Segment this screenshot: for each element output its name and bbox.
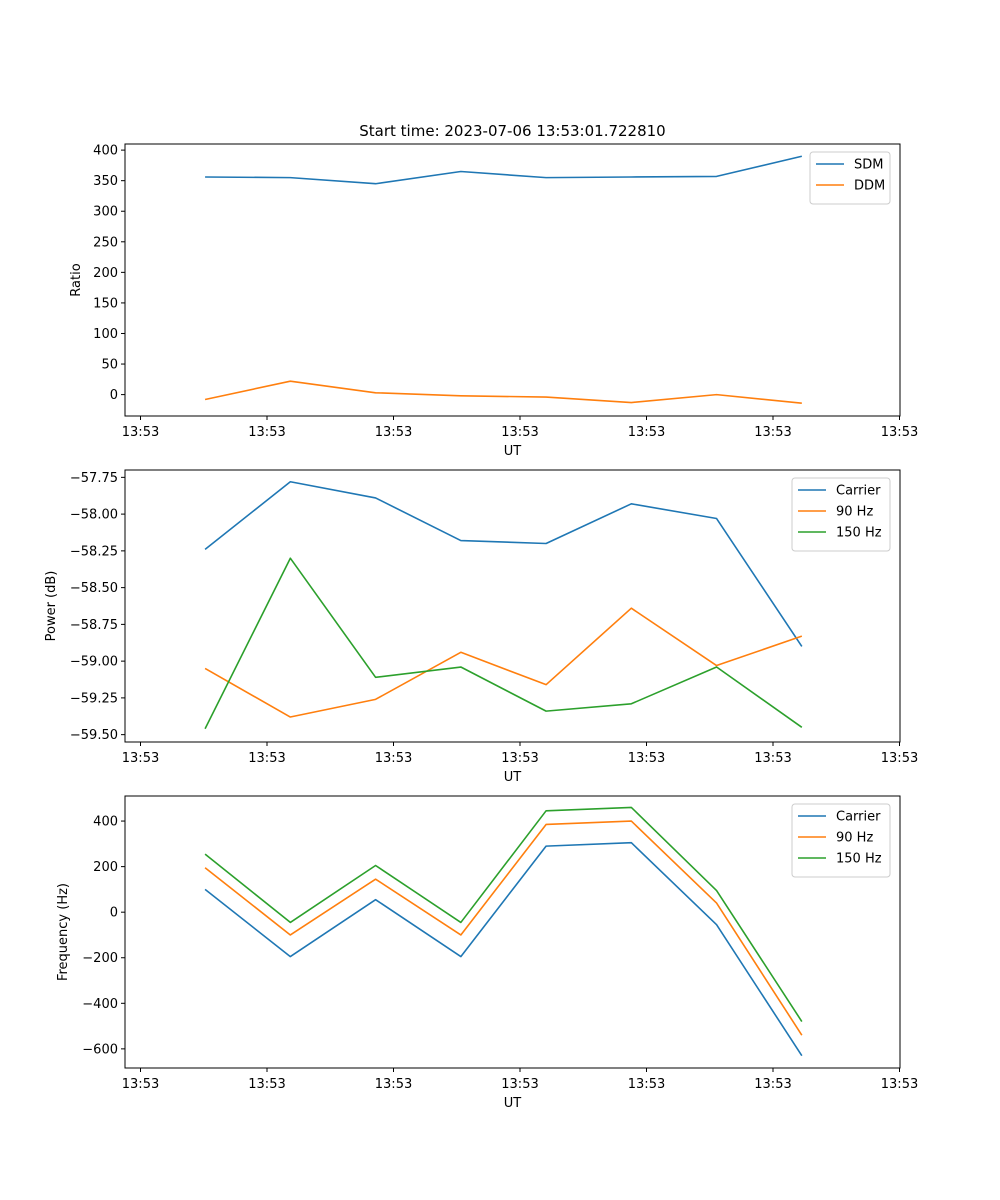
axes-frame bbox=[124, 795, 901, 1069]
x-tick-label: 13:53 bbox=[122, 1077, 159, 1092]
x-tick-label: 13:53 bbox=[881, 751, 918, 766]
x-tick-label: 13:53 bbox=[881, 1077, 918, 1092]
y-tick-label: 200 bbox=[93, 860, 118, 875]
y-tick-label: 50 bbox=[101, 358, 118, 373]
series-line-90-hz bbox=[204, 820, 803, 1036]
legend-label: Carrier bbox=[836, 810, 881, 825]
x-tick-label: 13:53 bbox=[248, 1077, 285, 1092]
x-tick-label: 13:53 bbox=[248, 751, 285, 766]
y-tick-label: −57.75 bbox=[70, 471, 118, 486]
x-tick-label: 13:53 bbox=[628, 1077, 665, 1092]
legend-box bbox=[809, 151, 891, 205]
y-tick-label: −600 bbox=[82, 1042, 118, 1057]
series-line-150-hz bbox=[204, 557, 803, 730]
y-tick-label: 350 bbox=[93, 174, 118, 189]
y-tick-label: 100 bbox=[93, 327, 118, 342]
y-tick-label: 200 bbox=[93, 266, 118, 281]
x-tick-label: 13:53 bbox=[375, 751, 412, 766]
series-line-150-hz bbox=[204, 806, 803, 1022]
x-tick-label: 13:53 bbox=[881, 425, 918, 440]
y-tick-label: −58.75 bbox=[70, 618, 118, 633]
series-line-ddm bbox=[204, 380, 802, 404]
y-tick-label: 0 bbox=[110, 906, 118, 921]
plots-container: 0 50 100 150 200 250 300 350 400 13:53 13:53 13:53 1… bbox=[44, 143, 918, 1111]
series-line-sdm bbox=[205, 155, 803, 185]
x-axis-label: UT bbox=[504, 1096, 522, 1111]
y-tick-label: −59.25 bbox=[70, 691, 118, 706]
legend-label: 150 Hz bbox=[836, 526, 882, 541]
legend-label: DDM bbox=[854, 179, 885, 194]
series-line-carrier bbox=[204, 480, 803, 647]
x-axis-label: UT bbox=[504, 444, 522, 459]
y-tick-label: 400 bbox=[93, 815, 118, 830]
y-tick-label: 400 bbox=[93, 144, 118, 159]
x-tick-label: 13:53 bbox=[375, 425, 412, 440]
legend-label: Carrier bbox=[836, 484, 881, 499]
y-tick-label: 300 bbox=[93, 205, 118, 220]
axes-frame bbox=[124, 469, 901, 743]
y-axis-label: Power (dB) bbox=[44, 571, 59, 642]
x-tick-label: 13:53 bbox=[375, 1077, 412, 1092]
legend: Carrier 90 Hz 150 Hz bbox=[791, 803, 891, 878]
plot-panel-3: −600 −400 −200 0 200 400 13:53 13:53 13:53 13:53 1… bbox=[56, 795, 918, 1111]
legend: SDM DDM bbox=[809, 151, 891, 205]
y-tick-label: −59.50 bbox=[70, 728, 118, 743]
x-tick-label: 13:53 bbox=[754, 425, 791, 440]
x-axis-label: UT bbox=[504, 770, 522, 785]
legend-label: SDM bbox=[854, 158, 883, 173]
y-tick-label: 150 bbox=[93, 296, 118, 311]
x-tick-label: 13:53 bbox=[628, 425, 665, 440]
x-tick-label: 13:53 bbox=[501, 1077, 538, 1092]
y-axis-label: Frequency (Hz) bbox=[56, 883, 71, 981]
x-tick-label: 13:53 bbox=[501, 425, 538, 440]
plot-panel-2: −59.50 −59.25 −59.00 −58.75 −58.50 −58.25 −58.… bbox=[44, 469, 918, 785]
y-tick-label: −58.25 bbox=[70, 544, 118, 559]
x-tick-label: 13:53 bbox=[248, 425, 285, 440]
x-tick-label: 13:53 bbox=[754, 751, 791, 766]
x-tick-label: 13:53 bbox=[501, 751, 538, 766]
x-tick-label: 13:53 bbox=[122, 425, 159, 440]
legend: Carrier 90 Hz 150 Hz bbox=[791, 477, 891, 552]
plot-panel-1: 0 50 100 150 200 250 300 350 400 13:53 13:53 13:53 1… bbox=[69, 143, 918, 459]
legend-label: 90 Hz bbox=[836, 505, 873, 520]
legend-label: 150 Hz bbox=[836, 852, 882, 867]
series-line-90-hz bbox=[204, 607, 803, 718]
axes-frame bbox=[124, 143, 901, 417]
y-tick-label: 0 bbox=[110, 388, 118, 403]
series-line-carrier bbox=[204, 841, 803, 1057]
x-tick-label: 13:53 bbox=[122, 751, 159, 766]
y-tick-label: −400 bbox=[82, 997, 118, 1012]
legend-label: 90 Hz bbox=[836, 831, 873, 846]
y-tick-label: −58.50 bbox=[70, 581, 118, 596]
y-tick-label: −200 bbox=[82, 951, 118, 966]
x-tick-label: 13:53 bbox=[754, 1077, 791, 1092]
y-tick-label: −58.00 bbox=[70, 508, 118, 523]
figure-title: Start time: 2023-07-06 13:53:01.722810 bbox=[359, 122, 665, 140]
y-tick-label: 250 bbox=[93, 235, 118, 250]
y-tick-label: −59.00 bbox=[70, 655, 118, 670]
y-axis-label: Ratio bbox=[69, 263, 84, 296]
x-tick-label: 13:53 bbox=[628, 751, 665, 766]
